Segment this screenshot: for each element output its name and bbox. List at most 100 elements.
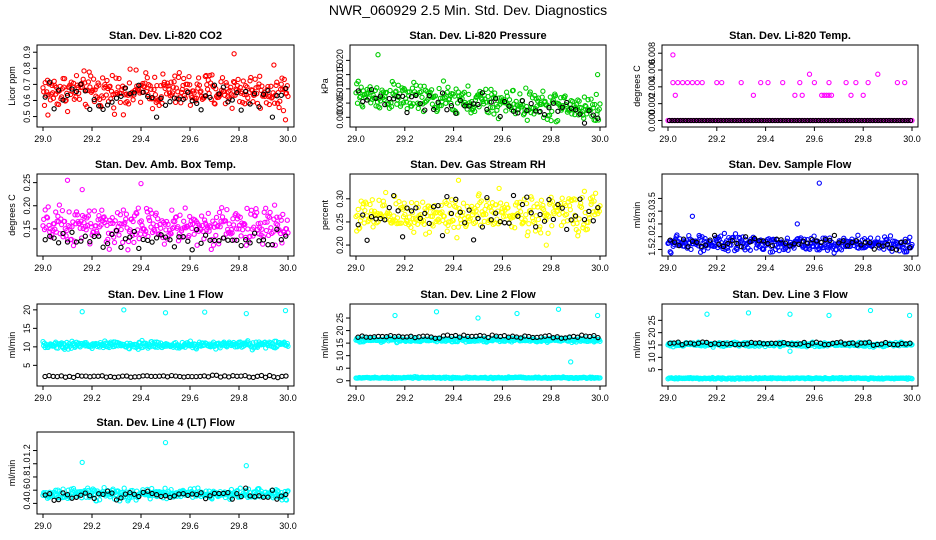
data-point	[263, 227, 270, 234]
data-point	[284, 340, 290, 347]
plot-frame	[36, 431, 295, 515]
data-point	[496, 185, 502, 192]
data-point	[549, 108, 555, 115]
reference-point	[864, 117, 870, 124]
data-point	[503, 89, 510, 95]
reference-point	[118, 244, 124, 250]
data-point	[765, 79, 771, 86]
reference-point	[680, 117, 686, 124]
x-tick-label: 30.0	[903, 393, 921, 403]
outlier-point	[555, 306, 562, 312]
data-point	[376, 197, 382, 203]
reference-point	[572, 107, 579, 113]
reference-point	[568, 105, 574, 111]
data-point	[574, 220, 580, 226]
reference-point	[479, 90, 486, 96]
plot-frame	[36, 44, 295, 128]
reference-point	[731, 117, 738, 124]
reference-point	[131, 491, 137, 497]
data-point	[122, 219, 128, 226]
data-point	[532, 106, 539, 112]
data-point	[231, 79, 238, 86]
x-tick-label: 29.4	[445, 134, 463, 144]
data-point	[88, 73, 94, 79]
data-point	[484, 197, 490, 203]
data-point	[153, 210, 159, 216]
data-point	[201, 217, 208, 223]
outlier-point	[45, 112, 51, 118]
reference-point	[162, 493, 169, 499]
data-point	[807, 246, 813, 252]
outlier-point	[475, 315, 481, 321]
data-point	[177, 212, 183, 218]
data-point	[125, 238, 132, 245]
reference-point	[229, 97, 235, 103]
reference-point	[368, 86, 375, 93]
data-point	[280, 107, 287, 114]
reference-point	[122, 85, 129, 91]
data-point	[198, 88, 204, 94]
x-tick-label: 29.2	[396, 134, 414, 144]
data-point	[120, 239, 126, 246]
reference-point	[479, 224, 486, 230]
data-point	[91, 208, 98, 214]
reference-point	[595, 334, 601, 341]
reference-point	[386, 95, 392, 102]
reference-point	[840, 238, 846, 244]
x-tick-label: 29.0	[347, 393, 365, 403]
reference-point	[391, 192, 397, 199]
reference-point	[168, 372, 175, 379]
panel-5: Stan. Dev. Gas Stream RH 29.0 29.2 29.4 29.6…	[320, 159, 609, 273]
outlier-point	[514, 310, 520, 317]
reference-point	[510, 192, 517, 199]
reference-point	[136, 82, 142, 88]
reference-point	[189, 98, 195, 104]
reference-point	[827, 237, 833, 244]
reference-point	[676, 242, 682, 249]
x-tick-label: 29.4	[132, 393, 150, 403]
reference-point	[70, 374, 77, 381]
y-axis-label: degrees C	[632, 65, 642, 107]
reference-point	[274, 226, 280, 232]
data-point	[419, 94, 425, 100]
reference-point	[360, 98, 366, 105]
reference-point	[519, 98, 526, 104]
data-point	[391, 193, 398, 200]
reference-point	[222, 373, 228, 379]
data-point	[480, 211, 487, 217]
data-point	[780, 79, 786, 86]
data-point	[355, 78, 361, 84]
data-point	[67, 224, 73, 230]
data-point	[176, 70, 182, 76]
data-point	[146, 215, 152, 221]
x-tick-label: 29.0	[659, 134, 677, 144]
reference-point	[883, 117, 889, 124]
x-tick-label: 30.0	[279, 521, 297, 531]
data-point	[388, 103, 395, 110]
data-point	[274, 214, 280, 220]
reference-point	[145, 488, 151, 494]
reference-point	[867, 239, 873, 246]
data-point	[171, 79, 177, 85]
y-axis-label: percent	[320, 199, 330, 230]
data-point	[226, 96, 232, 102]
data-point	[406, 89, 413, 95]
reference-point	[870, 117, 876, 124]
reference-point	[800, 238, 806, 244]
reference-point	[256, 104, 262, 110]
data-point	[267, 209, 273, 216]
data-point	[236, 98, 243, 105]
y-tick-label: 5	[335, 366, 345, 371]
data-point	[186, 232, 192, 239]
data-point	[515, 106, 522, 113]
reference-point	[577, 111, 583, 117]
data-point	[489, 104, 496, 111]
reference-point	[127, 234, 133, 240]
data-point	[113, 75, 119, 81]
data-point	[821, 92, 827, 98]
data-point	[130, 218, 136, 225]
reference-point	[202, 495, 209, 502]
reference-point	[715, 117, 721, 124]
data-point	[558, 222, 565, 229]
